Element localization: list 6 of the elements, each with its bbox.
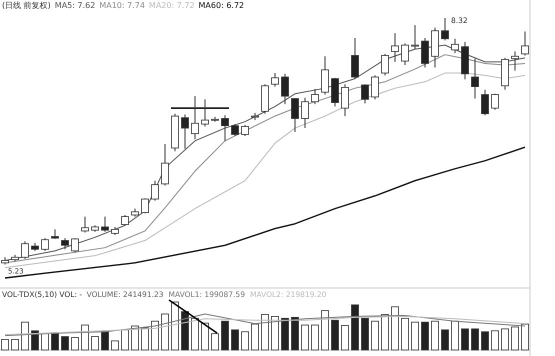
legend-item: MA5: 7.62	[54, 1, 96, 10]
legend-item: MA20: 7.72	[148, 1, 195, 10]
legend-item: MA60: 6.72	[198, 1, 244, 10]
legend-item: MA10: 7.74	[99, 1, 145, 10]
title: (日线 前复权) MA5: 7.62 MA10: 7.74 MA20: 7.72 MA60: 6.72	[2, 1, 244, 10]
chart-title: (日线 前复权)	[2, 1, 51, 10]
